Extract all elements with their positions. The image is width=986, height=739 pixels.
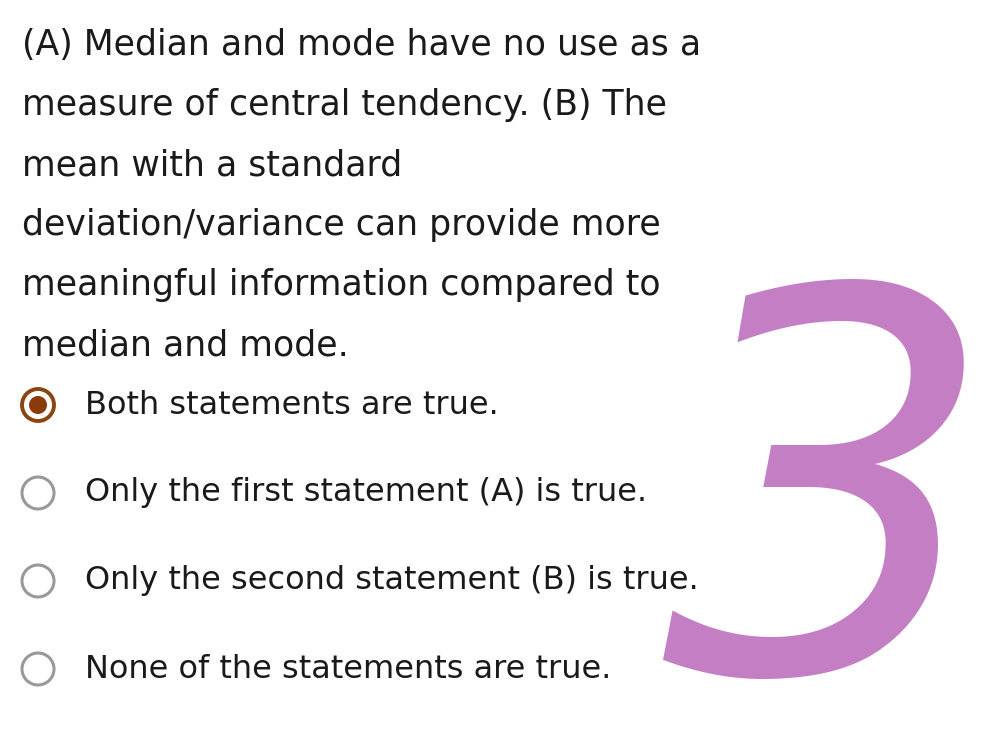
Text: Only the second statement (B) is true.: Only the second statement (B) is true. [85, 565, 699, 596]
Text: 3: 3 [663, 270, 986, 739]
Text: measure of central tendency. (B) The: measure of central tendency. (B) The [22, 88, 667, 122]
Text: median and mode.: median and mode. [22, 328, 349, 362]
Text: deviation/variance can provide more: deviation/variance can provide more [22, 208, 661, 242]
Circle shape [29, 396, 47, 414]
Text: None of the statements are true.: None of the statements are true. [85, 653, 611, 684]
Text: Both statements are true.: Both statements are true. [85, 389, 499, 420]
Text: Only the first statement (A) is true.: Only the first statement (A) is true. [85, 477, 647, 508]
Text: meaningful information compared to: meaningful information compared to [22, 268, 661, 302]
Text: (A) Median and mode have no use as a: (A) Median and mode have no use as a [22, 28, 701, 62]
Text: mean with a standard: mean with a standard [22, 148, 402, 182]
